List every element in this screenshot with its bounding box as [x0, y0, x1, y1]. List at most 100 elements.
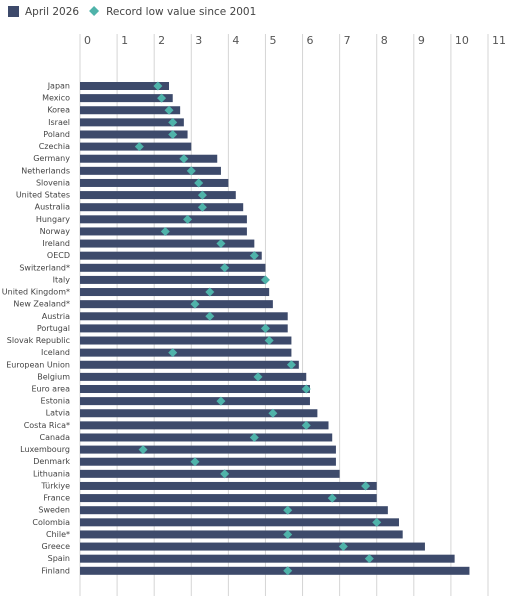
bar [80, 312, 288, 321]
y-tick-label: Germany [33, 154, 70, 163]
bar [80, 554, 455, 563]
marker [216, 239, 226, 249]
x-tick-label: 10 [455, 34, 469, 47]
bar [80, 385, 310, 393]
y-tick-label: Belgium [37, 372, 70, 381]
marker [205, 311, 215, 321]
marker [283, 505, 293, 515]
bar [80, 409, 318, 418]
marker [190, 457, 200, 467]
marker [194, 178, 204, 188]
bar [80, 82, 170, 90]
legend-label: April 2026 [25, 6, 79, 18]
marker [153, 81, 163, 91]
bar [80, 348, 292, 357]
y-tick-label: France [43, 494, 70, 503]
marker [197, 202, 207, 212]
x-tick-label: 5 [269, 34, 276, 47]
legend-swatch [89, 6, 100, 16]
bar [80, 118, 184, 127]
y-tick-label: European Union [6, 360, 70, 369]
bar [80, 106, 181, 115]
x-tick-label: 6 [307, 34, 314, 47]
y-tick-label: Mexico [42, 94, 70, 103]
y-tick-label: Switzerland* [19, 263, 70, 272]
marker [301, 384, 311, 394]
y-tick-label: Ireland [42, 239, 70, 248]
y-tick-label: Finland [41, 566, 70, 575]
y-tick-label: Austria [42, 312, 70, 321]
marker [138, 445, 148, 455]
y-tick-label: Portugal [37, 324, 70, 333]
bar [80, 566, 470, 575]
marker [186, 166, 196, 176]
y-tick-label: Denmark [33, 457, 70, 466]
marker [216, 396, 226, 406]
x-tick-label: 7 [344, 34, 351, 47]
bar [80, 506, 388, 515]
bar [80, 397, 310, 406]
bar [80, 203, 244, 212]
y-tick-label: Estonia [41, 397, 71, 406]
marker [179, 154, 189, 164]
x-tick-label: 8 [381, 34, 388, 47]
x-tick-label: 11 [492, 34, 506, 47]
y-tick-label: Czechia [39, 142, 70, 151]
y-tick-label: Sweden [38, 506, 70, 515]
bar [80, 178, 229, 187]
y-tick-label: Iceland [41, 348, 70, 357]
marker [183, 214, 193, 224]
y-tick-label: Slovenia [36, 178, 70, 187]
bar [80, 481, 377, 490]
marker [253, 372, 263, 382]
marker [168, 348, 178, 358]
bar [80, 288, 270, 297]
x-tick-label: 1 [121, 34, 128, 47]
bar [80, 530, 403, 539]
bar [80, 215, 247, 224]
x-tick-label: 2 [158, 34, 165, 47]
marker [260, 275, 270, 285]
marker [205, 287, 215, 297]
y-tick-label: Euro area [31, 385, 70, 394]
y-tick-label: Chile* [46, 530, 70, 539]
marker [160, 226, 170, 236]
marker [364, 554, 374, 564]
y-tick-label: Hungary [36, 215, 70, 224]
bar [80, 300, 273, 309]
marker [220, 469, 230, 479]
bar [80, 421, 329, 430]
marker [168, 117, 178, 127]
y-tick-label: United States [16, 191, 70, 200]
x-tick-label: 4 [232, 34, 239, 47]
bar [80, 542, 425, 551]
y-tick-label: OECD [47, 251, 70, 260]
bar [80, 457, 336, 466]
bar [80, 445, 336, 454]
legend-label: Record low value since 2001 [106, 6, 256, 18]
marker [249, 432, 259, 442]
y-tick-label: Latvia [46, 409, 70, 418]
marker [164, 105, 174, 115]
marker [168, 129, 178, 139]
y-tick-label: Canada [40, 433, 71, 442]
y-tick-label: Poland [43, 130, 70, 139]
marker [197, 190, 207, 200]
bar [80, 94, 173, 103]
bar [80, 275, 266, 284]
y-tick-label: Greece [42, 542, 71, 551]
x-tick-label: 0 [84, 34, 91, 47]
marker [361, 481, 371, 491]
bar [80, 251, 262, 260]
x-tick-label: 9 [418, 34, 425, 47]
y-tick-label: Slovak Republic [7, 336, 70, 345]
legend-swatch [8, 6, 19, 17]
y-tick-label: Spain [48, 554, 70, 563]
marker [372, 517, 382, 527]
y-tick-label: Costa Rica* [24, 421, 70, 430]
bar [80, 494, 377, 503]
marker [327, 493, 337, 503]
bar [80, 518, 399, 527]
marker [286, 360, 296, 370]
